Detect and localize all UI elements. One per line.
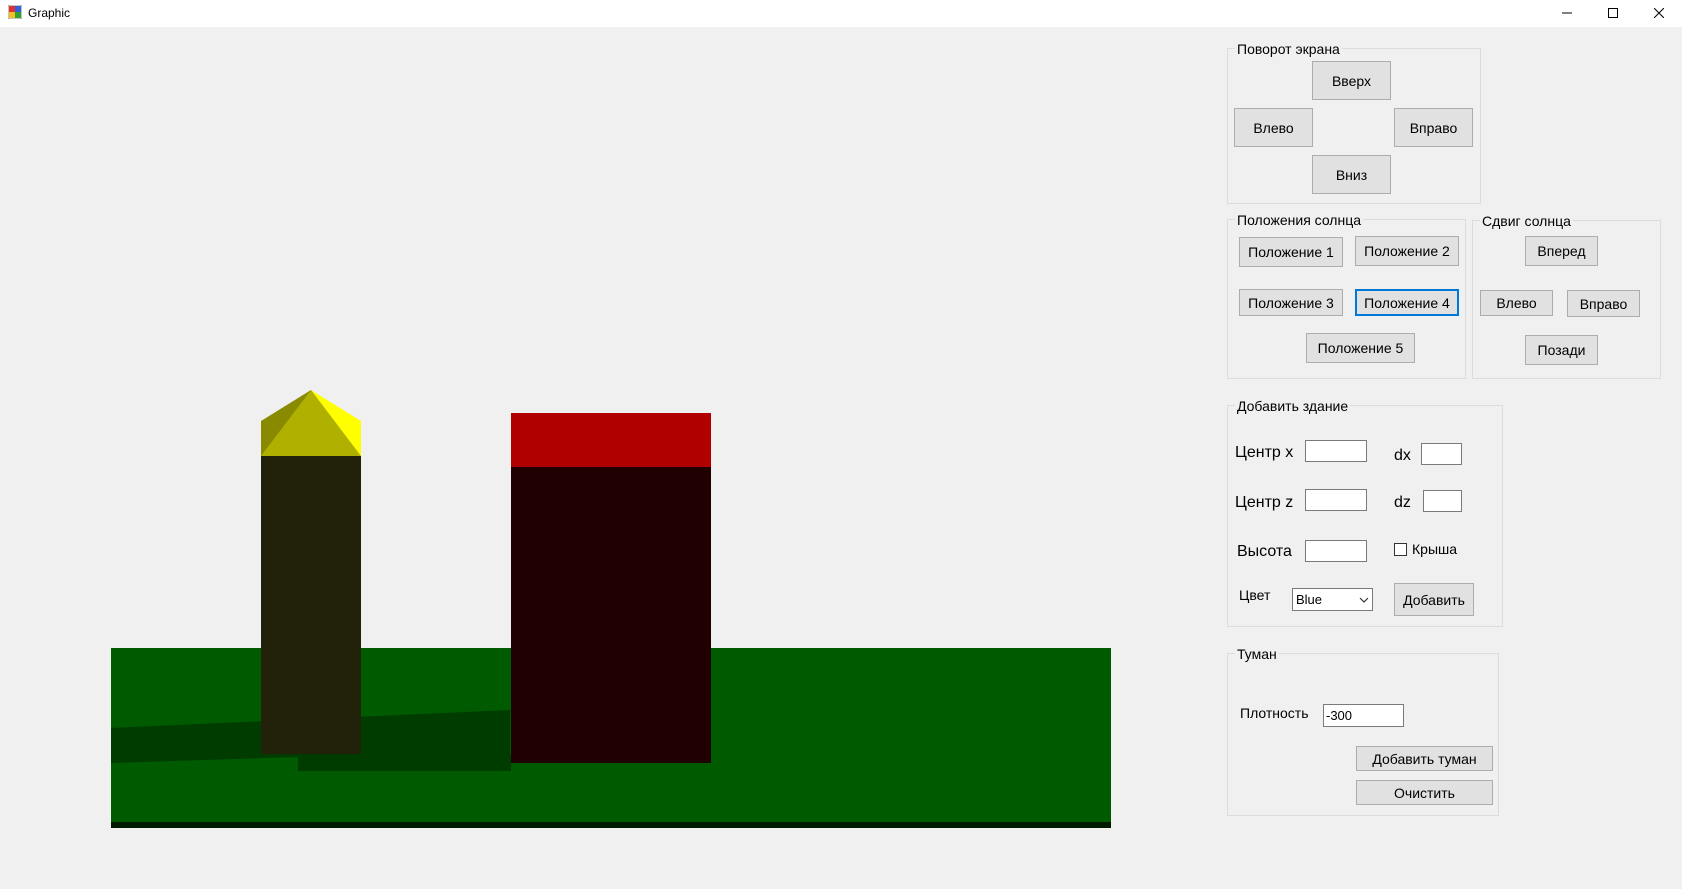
clear-fog-button[interactable]: Очистить	[1356, 780, 1493, 805]
sun-positions-group: Положения солнца Положение 1 Положение 2…	[1227, 212, 1466, 379]
dx-label: dx	[1394, 447, 1411, 464]
add-building-group: Добавить здание Центр x dx Центр z dz Вы…	[1227, 398, 1503, 627]
sun-position-1-button[interactable]: Положение 1	[1239, 237, 1343, 267]
center-z-label: Центр z	[1235, 494, 1294, 511]
sun-back-button[interactable]: Позади	[1525, 335, 1598, 365]
sun-position-2-button[interactable]: Положение 2	[1355, 236, 1459, 266]
dx-input[interactable]	[1421, 443, 1462, 465]
rotation-group-title: Поворот экрана	[1235, 41, 1342, 57]
fog-group: Туман Плотность Добавить туман Очистить	[1227, 646, 1499, 816]
window-title: Graphic	[28, 6, 71, 20]
sun-shift-group: Сдвиг солнца Вперед Влево Вправо Позади	[1472, 213, 1661, 379]
sun-position-3-button[interactable]: Положение 3	[1239, 289, 1343, 316]
color-select[interactable]: Blue	[1292, 588, 1373, 611]
close-button[interactable]	[1636, 0, 1682, 26]
building-shadow	[298, 755, 511, 771]
close-icon	[1654, 8, 1664, 18]
sun-position-4-button[interactable]: Положение 4	[1355, 289, 1459, 316]
tower-roof-front-face	[261, 390, 361, 456]
sun-positions-group-title: Положения солнца	[1235, 212, 1364, 228]
density-input[interactable]	[1323, 704, 1404, 727]
ground-edge	[111, 822, 1111, 828]
center-x-label: Центр x	[1235, 444, 1294, 461]
minimize-button[interactable]	[1544, 0, 1590, 26]
color-select-value: Blue	[1296, 592, 1323, 607]
roof-label: Крыша	[1412, 541, 1458, 557]
dz-input[interactable]	[1423, 490, 1462, 512]
scene-canvas[interactable]	[0, 27, 1200, 889]
sun-shift-group-title: Сдвиг солнца	[1480, 213, 1573, 229]
rotate-up-button[interactable]: Вверх	[1312, 61, 1391, 100]
center-z-input[interactable]	[1305, 489, 1367, 511]
sun-right-button[interactable]: Вправо	[1567, 290, 1640, 317]
density-label: Плотность	[1240, 705, 1309, 721]
rotation-group: Поворот экрана Вверх Влево Вправо Вниз	[1227, 41, 1481, 204]
maximize-icon	[1608, 8, 1618, 18]
height-label: Высота	[1237, 543, 1292, 560]
height-input[interactable]	[1305, 540, 1367, 562]
roof-checkbox[interactable]	[1394, 543, 1407, 556]
sun-forward-button[interactable]: Вперед	[1525, 236, 1598, 266]
building-top-band	[511, 413, 711, 467]
sun-position-5-button[interactable]: Положение 5	[1306, 333, 1415, 363]
chevron-down-icon	[1359, 597, 1369, 603]
rotate-left-button[interactable]: Влево	[1234, 108, 1313, 147]
color-label: Цвет	[1239, 587, 1271, 603]
app-icon	[8, 5, 22, 19]
add-building-group-title: Добавить здание	[1235, 398, 1351, 414]
building-body	[511, 467, 711, 763]
add-building-button[interactable]: Добавить	[1394, 583, 1474, 616]
title-bar: Graphic	[0, 0, 1682, 27]
add-fog-button[interactable]: Добавить туман	[1356, 746, 1493, 771]
maximize-button[interactable]	[1590, 0, 1636, 26]
tower-body	[261, 456, 361, 754]
rotate-down-button[interactable]: Вниз	[1312, 155, 1391, 194]
center-x-input[interactable]	[1305, 440, 1367, 462]
rotate-right-button[interactable]: Вправо	[1394, 108, 1473, 147]
minimize-icon	[1562, 12, 1572, 14]
sun-left-button[interactable]: Влево	[1480, 290, 1553, 316]
dz-label: dz	[1394, 494, 1411, 511]
fog-group-title: Туман	[1235, 646, 1279, 662]
